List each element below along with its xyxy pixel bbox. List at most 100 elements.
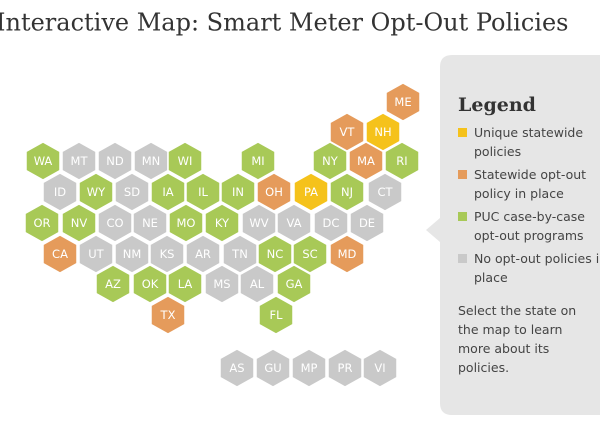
state-tile[interactable]: MA [348,141,384,181]
state-tile[interactable]: AL [239,264,275,304]
state-label: MT [71,154,89,168]
state-label: MD [338,247,357,261]
state-label: MN [142,154,161,168]
state-tile[interactable]: OH [256,172,292,212]
legend-item: PUC case-by-case opt-out programs [458,207,600,245]
state-tile[interactable]: OR [24,203,60,243]
state-tile[interactable]: AR [185,234,221,274]
state-tile[interactable]: SD [114,172,150,212]
state-tile[interactable]: MS [204,264,240,304]
state-label: NJ [341,185,353,199]
state-label: AS [229,361,244,375]
state-tile[interactable]: ID [42,172,78,212]
state-tile[interactable]: NM [114,234,150,274]
state-hex [42,234,78,274]
state-tile[interactable]: NC [257,234,293,274]
state-hex [256,172,292,212]
state-tile[interactable]: MT [61,141,97,181]
state-hex [293,172,329,212]
legend-item: Statewide opt-out policy in place [458,165,600,203]
state-tile[interactable]: WY [78,172,114,212]
state-label: LA [178,277,193,291]
state-tile[interactable]: MO [168,203,204,243]
state-hex [150,295,186,335]
state-label: IL [198,185,208,199]
state-label: SD [124,185,140,199]
state-tile[interactable]: AZ [95,264,131,304]
state-hex [384,141,420,181]
state-tile[interactable]: GA [276,264,312,304]
state-label: OR [33,216,50,230]
state-tile[interactable]: RI [384,141,420,181]
state-tile[interactable]: WA [25,141,61,181]
state-label: TX [160,308,176,322]
state-tile[interactable]: GU [255,348,291,388]
state-tile[interactable]: ME [385,82,421,122]
state-tile[interactable]: MI [240,141,276,181]
state-label: CA [52,247,68,261]
state-tile[interactable]: SC [292,234,328,274]
state-tile[interactable]: CO [97,203,133,243]
state-tile[interactable]: CT [367,172,403,212]
state-tile[interactable]: VI [362,348,398,388]
state-label: ND [106,154,124,168]
legend-swatch [458,128,467,137]
state-label: KS [160,247,175,261]
state-tile[interactable]: WV [241,203,277,243]
state-tile[interactable]: IA [150,172,186,212]
state-tile[interactable]: MN [133,141,169,181]
state-tile[interactable]: KY [204,203,240,243]
state-label: TN [231,247,248,261]
legend-label: No opt-out policies in place [474,251,600,285]
state-label: ID [54,185,66,199]
state-tile[interactable]: TN [222,234,258,274]
state-tile[interactable]: DE [349,203,385,243]
state-tile[interactable]: NE [132,203,168,243]
state-tile[interactable]: NJ [329,172,365,212]
legend-label: PUC case-by-case opt-out programs [474,209,585,243]
state-hex [25,141,61,181]
state-label: PA [304,185,318,199]
state-hex [313,203,349,243]
state-tile[interactable]: AS [219,348,255,388]
legend-swatch [458,254,467,263]
state-tile[interactable]: PR [327,348,363,388]
state-tile[interactable]: VA [276,203,312,243]
legend-swatch [458,170,467,179]
state-tile[interactable]: PA [293,172,329,212]
state-tile[interactable]: DC [313,203,349,243]
state-hex [132,264,168,304]
state-tile[interactable]: NY [312,141,348,181]
state-hex [185,172,221,212]
state-tile[interactable]: FL [258,295,294,335]
state-tile[interactable]: IL [185,172,221,212]
state-tile[interactable]: IN [220,172,256,212]
state-hex [219,348,255,388]
state-tile[interactable]: TX [150,295,186,335]
state-hex [204,264,240,304]
state-hex [61,203,97,243]
state-tile[interactable]: CA [42,234,78,274]
state-hex [220,172,256,212]
state-label: WA [34,154,53,168]
state-tile[interactable]: NV [61,203,97,243]
legend-label: Statewide opt-out policy in place [474,167,587,201]
state-tile[interactable]: OK [132,264,168,304]
state-label: MP [301,361,318,375]
state-label: AZ [105,277,121,291]
legend-title: Legend [458,94,536,116]
state-label: NY [322,154,339,168]
state-tile[interactable]: MD [329,234,365,274]
state-tile[interactable]: MP [291,348,327,388]
state-tile[interactable]: ND [97,141,133,181]
state-tile[interactable]: WI [167,141,203,181]
state-tile[interactable]: KS [149,234,185,274]
state-tile[interactable]: UT [78,234,114,274]
state-tile[interactable]: LA [167,264,203,304]
state-hex [149,234,185,274]
page-title: Interactive Map: Smart Meter Opt-Out Pol… [0,9,568,37]
state-label: DC [323,216,340,230]
state-hex [114,234,150,274]
state-label: NM [123,247,142,261]
